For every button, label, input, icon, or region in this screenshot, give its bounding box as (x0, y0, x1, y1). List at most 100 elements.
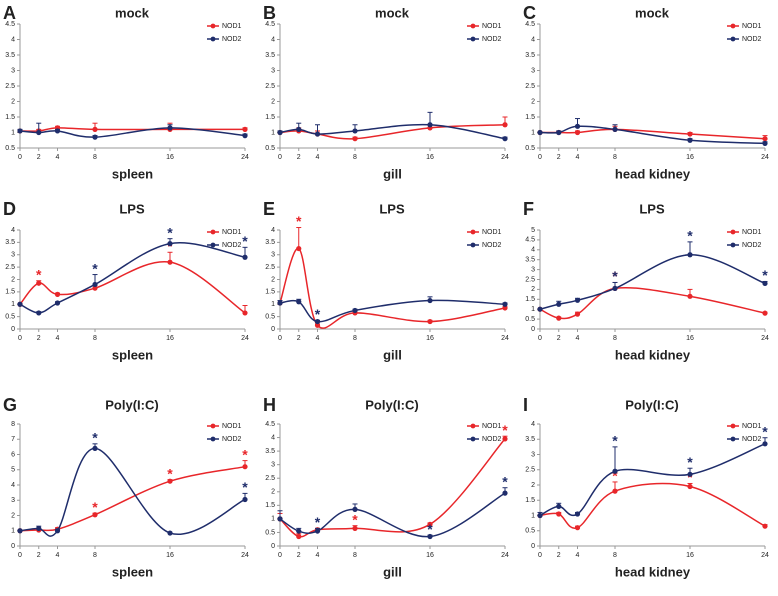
significance-mark: * (92, 260, 98, 276)
y-tick-label: 2.5 (5, 264, 15, 271)
panel-letter: D (3, 199, 16, 219)
y-tick-label: 4.5 (265, 21, 275, 28)
x-tick-label: 16 (686, 552, 694, 559)
y-tick-label: 3 (11, 252, 15, 259)
x-axis-label: gill (383, 166, 402, 181)
x-tick-label: 16 (426, 335, 434, 342)
significance-mark: * (167, 465, 173, 481)
significance-mark: * (242, 233, 248, 249)
chart-title: Poly(I:C) (625, 397, 678, 412)
y-tick-label: 3.5 (265, 448, 275, 455)
x-tick-label: 4 (576, 552, 580, 559)
y-tick-label: 4 (271, 434, 275, 441)
y-tick-label: 2.5 (265, 475, 275, 482)
y-tick-label: 1.5 (265, 114, 275, 121)
data-point (277, 300, 283, 306)
data-point (17, 528, 23, 534)
x-tick-label: 0 (18, 552, 22, 559)
x-tick-label: 24 (761, 335, 769, 342)
y-tick-label: 2.5 (525, 83, 535, 90)
panel: H Poly(I:C)00.511.522.533.544.50 2 4 8 16 24gi… (263, 395, 509, 580)
x-tick-label: 24 (501, 335, 509, 342)
legend-marker (210, 23, 216, 29)
significance-mark: * (612, 468, 618, 484)
x-tick-label: 4 (56, 552, 60, 559)
y-tick-label: 1 (271, 301, 275, 308)
y-tick-label: 0 (11, 543, 15, 550)
series-line (279, 438, 506, 538)
data-point (556, 511, 562, 517)
series-line (539, 286, 766, 320)
legend-marker (730, 423, 736, 429)
x-axis-label: spleen (112, 564, 153, 579)
y-tick-label: 3.5 (265, 52, 275, 59)
x-tick-label: 0 (18, 154, 22, 161)
y-tick-label: 2 (271, 489, 275, 496)
x-tick-label: 24 (501, 552, 509, 559)
data-point (17, 301, 23, 307)
y-tick-label: 4.5 (5, 21, 15, 28)
legend-marker (210, 229, 216, 235)
series-line (279, 123, 506, 140)
x-tick-label: 4 (576, 154, 580, 161)
x-axis-label: head kidney (615, 166, 691, 181)
y-tick-label: 2 (531, 286, 535, 293)
x-tick-label: 8 (93, 552, 97, 559)
y-tick-label: 0 (271, 326, 275, 333)
data-point (36, 280, 42, 286)
legend-marker (470, 436, 476, 442)
y-tick-label: 2 (271, 276, 275, 283)
data-point (352, 136, 358, 142)
significance-mark: * (762, 267, 768, 283)
data-point (352, 128, 358, 134)
legend-label: NOD1 (742, 423, 762, 430)
legend-marker (210, 242, 216, 248)
data-point (762, 280, 768, 287)
significance-mark: * (687, 469, 693, 485)
y-tick-label: 3 (531, 266, 535, 273)
data-point (502, 301, 508, 307)
x-tick-label: 4 (316, 552, 320, 559)
legend-label: NOD2 (482, 242, 502, 249)
legend-label: NOD2 (482, 36, 502, 43)
legend-marker (470, 36, 476, 42)
data-point (167, 259, 173, 265)
data-point (502, 122, 508, 128)
data-point (296, 245, 302, 252)
data-point (167, 125, 173, 131)
data-point (242, 133, 248, 139)
x-tick-label: 0 (538, 154, 542, 161)
data-point (574, 525, 581, 531)
x-tick-label: 16 (686, 335, 694, 342)
x-tick-label: 0 (278, 335, 282, 342)
data-point (687, 131, 693, 137)
chart-title: LPS (119, 201, 145, 216)
y-tick-label: 3.5 (525, 52, 535, 59)
y-tick-label: 0.5 (525, 316, 535, 323)
legend-marker (470, 23, 476, 29)
significance-mark: * (502, 422, 508, 438)
legend-marker (210, 36, 216, 42)
data-point (296, 528, 302, 534)
data-point (502, 490, 508, 496)
y-tick-label: 0.5 (265, 313, 275, 320)
panel-letter: I (523, 395, 528, 415)
y-tick-label: 1.5 (265, 502, 275, 509)
y-tick-label: 0.5 (525, 528, 535, 535)
data-point (574, 297, 581, 303)
data-point (92, 281, 98, 288)
data-point (574, 311, 581, 317)
x-tick-label: 2 (557, 335, 561, 342)
y-tick-label: 1.5 (265, 289, 275, 296)
data-point (762, 310, 768, 316)
legend-marker (730, 36, 736, 42)
y-tick-label: 0 (11, 326, 15, 333)
legend-marker (210, 423, 216, 429)
significance-mark: * (427, 521, 433, 537)
significance-mark: * (296, 213, 302, 229)
x-tick-label: 16 (686, 154, 694, 161)
x-axis-label: head kidney (615, 564, 691, 579)
data-point (92, 285, 98, 291)
x-axis-label: head kidney (615, 347, 691, 362)
